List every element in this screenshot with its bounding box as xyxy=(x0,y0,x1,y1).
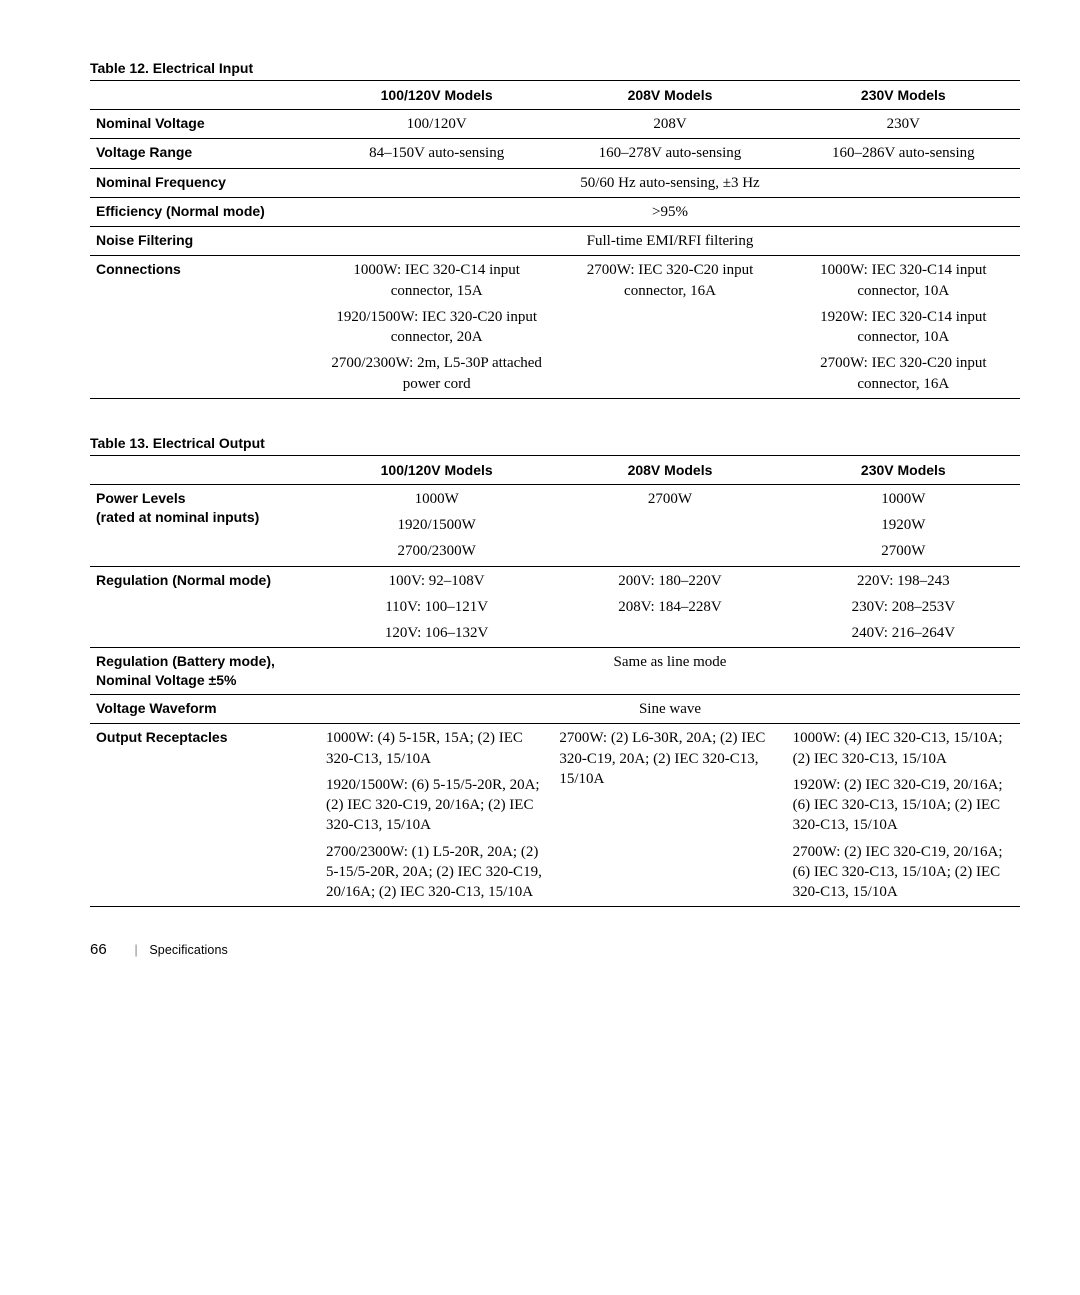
cell-block: 1000W: IEC 320-C14 input connector, 15A xyxy=(326,260,547,301)
table-row: Output Receptacles 1000W: (4) 5-15R, 15A… xyxy=(90,724,1020,907)
cell-block: 2700W xyxy=(559,489,780,509)
cell-block: 2700/2300W: 2m, L5-30P attached power co… xyxy=(326,353,547,394)
row-label: Power Levels (rated at nominal inputs) xyxy=(90,484,320,566)
row-cell: 1000W: (4) 5-15R, 15A; (2) IEC 320-C13, … xyxy=(320,724,553,907)
row-cell-span: Same as line mode xyxy=(320,648,1020,695)
table-row: Voltage Range 84–150V auto-sensing 160–2… xyxy=(90,139,1020,168)
row-cell: 100/120V xyxy=(320,110,553,139)
row-label: Efficiency (Normal mode) xyxy=(90,197,320,226)
row-label: Output Receptacles xyxy=(90,724,320,907)
page-number: 66 xyxy=(90,941,107,958)
table-row: Nominal Frequency 50/60 Hz auto-sensing,… xyxy=(90,168,1020,197)
cell-block: 1000W xyxy=(793,489,1014,509)
table-row: Efficiency (Normal mode) >95% xyxy=(90,197,1020,226)
header-col: 100/120V Models xyxy=(320,455,553,484)
table-row: Connections 1000W: IEC 320-C14 input con… xyxy=(90,256,1020,399)
table-row: Nominal Voltage 100/120V 208V 230V xyxy=(90,110,1020,139)
table13-title: Table 13. Electrical Output xyxy=(90,435,1020,451)
row-cell: 1000W: IEC 320-C14 input connector, 10A … xyxy=(787,256,1020,399)
row-cell: 200V: 180–220V 208V: 184–228V xyxy=(553,566,786,648)
table-row: Regulation (Normal mode) 100V: 92–108V 1… xyxy=(90,566,1020,648)
row-cell: 2700W: IEC 320-C20 input connector, 16A xyxy=(553,256,786,399)
row-cell: 84–150V auto-sensing xyxy=(320,139,553,168)
cell-block: 1000W: IEC 320-C14 input connector, 10A xyxy=(793,260,1014,301)
row-cell: 2700W xyxy=(553,484,786,566)
row-cell: 2700W: (2) L6-30R, 20A; (2) IEC 320-C19,… xyxy=(553,724,786,907)
header-col: 230V Models xyxy=(787,81,1020,110)
cell-block: 2700W: IEC 320-C20 input connector, 16A xyxy=(793,353,1014,394)
cell-block: 1000W: (4) IEC 320-C13, 15/10A; (2) IEC … xyxy=(793,728,1014,769)
cell-block: 2700W: IEC 320-C20 input connector, 16A xyxy=(559,260,780,301)
cell-block: 1920W xyxy=(793,515,1014,535)
row-label: Voltage Range xyxy=(90,139,320,168)
cell-block: 2700W: (2) L6-30R, 20A; (2) IEC 320-C19,… xyxy=(559,728,780,789)
row-cell: 230V xyxy=(787,110,1020,139)
table13-header-row: 100/120V Models 208V Models 230V Models xyxy=(90,455,1020,484)
cell-block: 1920W: (2) IEC 320-C19, 20/16A; (6) IEC … xyxy=(793,775,1014,836)
row-cell: 100V: 92–108V 110V: 100–121V 120V: 106–1… xyxy=(320,566,553,648)
cell-block: 120V: 106–132V xyxy=(326,623,547,643)
header-blank xyxy=(90,455,320,484)
row-cell: 1000W: (4) IEC 320-C13, 15/10A; (2) IEC … xyxy=(787,724,1020,907)
row-cell-span: Sine wave xyxy=(320,695,1020,724)
row-cell-span: 50/60 Hz auto-sensing, ±3 Hz xyxy=(320,168,1020,197)
row-cell: 1000W: IEC 320-C14 input connector, 15A … xyxy=(320,256,553,399)
cell-block: 110V: 100–121V xyxy=(326,597,547,617)
cell-block: 2700W xyxy=(793,541,1014,561)
cell-block: 220V: 198–243 xyxy=(793,571,1014,591)
table-row: Voltage Waveform Sine wave xyxy=(90,695,1020,724)
cell-block: 100V: 92–108V xyxy=(326,571,547,591)
header-col: 100/120V Models xyxy=(320,81,553,110)
table-row: Noise Filtering Full-time EMI/RFI filter… xyxy=(90,227,1020,256)
cell-block: 2700/2300W: (1) L5-20R, 20A; (2) 5-15/5-… xyxy=(326,842,547,903)
cell-block: 2700W: (2) IEC 320-C19, 20/16A; (6) IEC … xyxy=(793,842,1014,903)
footer-separator: | xyxy=(134,942,137,957)
row-label: Regulation (Normal mode) xyxy=(90,566,320,648)
row-label: Nominal Voltage xyxy=(90,110,320,139)
row-label: Connections xyxy=(90,256,320,399)
table12-title: Table 12. Electrical Input xyxy=(90,60,1020,76)
cell-block: 1920/1500W: IEC 320-C20 input connector,… xyxy=(326,307,547,348)
row-cell-span: >95% xyxy=(320,197,1020,226)
row-cell: 1000W 1920/1500W 2700/2300W xyxy=(320,484,553,566)
header-col: 230V Models xyxy=(787,455,1020,484)
cell-block: 200V: 180–220V xyxy=(559,571,780,591)
row-label: Regulation (Battery mode), Nominal Volta… xyxy=(90,648,320,695)
table12-header-row: 100/120V Models 208V Models 230V Models xyxy=(90,81,1020,110)
row-cell: 208V xyxy=(553,110,786,139)
page-footer: 66 | Specifications xyxy=(90,941,1020,958)
cell-block: 2700/2300W xyxy=(326,541,547,561)
table12: 100/120V Models 208V Models 230V Models … xyxy=(90,80,1020,399)
table-row: Power Levels (rated at nominal inputs) 1… xyxy=(90,484,1020,566)
row-label: Nominal Frequency xyxy=(90,168,320,197)
row-cell: 1000W 1920W 2700W xyxy=(787,484,1020,566)
row-label: Noise Filtering xyxy=(90,227,320,256)
cell-block: 1000W xyxy=(326,489,547,509)
header-col: 208V Models xyxy=(553,81,786,110)
header-col: 208V Models xyxy=(553,455,786,484)
cell-block: 1920/1500W xyxy=(326,515,547,535)
cell-block: 208V: 184–228V xyxy=(559,597,780,617)
table13: 100/120V Models 208V Models 230V Models … xyxy=(90,455,1020,908)
cell-block: 1920W: IEC 320-C14 input connector, 10A xyxy=(793,307,1014,348)
row-cell: 160–278V auto-sensing xyxy=(553,139,786,168)
cell-block: 240V: 216–264V xyxy=(793,623,1014,643)
table-row: Regulation (Battery mode), Nominal Volta… xyxy=(90,648,1020,695)
row-cell: 220V: 198–243 230V: 208–253V 240V: 216–2… xyxy=(787,566,1020,648)
footer-section: Specifications xyxy=(149,943,228,957)
header-blank xyxy=(90,81,320,110)
row-label: Voltage Waveform xyxy=(90,695,320,724)
cell-block: 1920/1500W: (6) 5-15/5-20R, 20A; (2) IEC… xyxy=(326,775,547,836)
cell-block: 230V: 208–253V xyxy=(793,597,1014,617)
cell-block: 1000W: (4) 5-15R, 15A; (2) IEC 320-C13, … xyxy=(326,728,547,769)
row-cell: 160–286V auto-sensing xyxy=(787,139,1020,168)
row-cell-span: Full-time EMI/RFI filtering xyxy=(320,227,1020,256)
